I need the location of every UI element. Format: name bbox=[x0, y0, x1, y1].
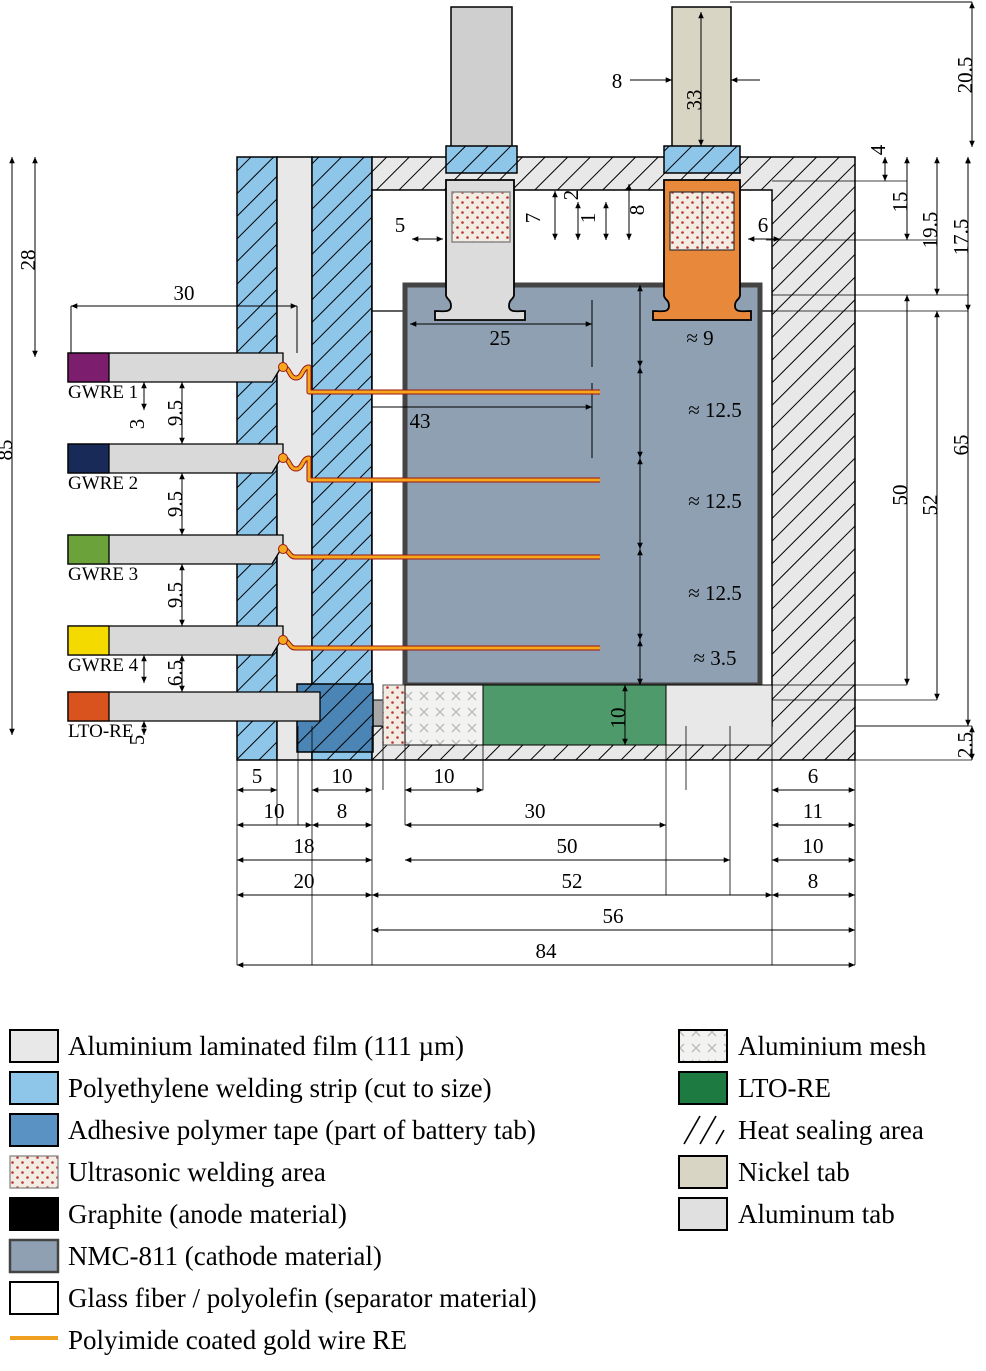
svg-text:6: 6 bbox=[758, 213, 769, 237]
svg-text:≈ 9: ≈ 9 bbox=[686, 326, 713, 350]
svg-text:10: 10 bbox=[803, 834, 824, 858]
svg-text:3: 3 bbox=[125, 419, 149, 430]
svg-text:52: 52 bbox=[918, 495, 942, 516]
svg-text:Graphite (anode material): Graphite (anode material) bbox=[68, 1199, 347, 1229]
svg-text:84: 84 bbox=[536, 939, 558, 963]
svg-text:GWRE 3: GWRE 3 bbox=[68, 564, 138, 585]
svg-text:1: 1 bbox=[576, 213, 600, 224]
svg-text:2: 2 bbox=[559, 190, 583, 201]
svg-text:Nickel tab: Nickel tab bbox=[738, 1157, 850, 1187]
svg-text:15: 15 bbox=[888, 192, 912, 213]
svg-text:52: 52 bbox=[562, 869, 583, 893]
svg-text:7: 7 bbox=[521, 213, 545, 224]
svg-text:Ultrasonic welding area: Ultrasonic welding area bbox=[68, 1157, 326, 1187]
svg-text:Polyethylene welding strip (cu: Polyethylene welding strip (cut to size) bbox=[68, 1073, 492, 1103]
svg-text:20: 20 bbox=[294, 869, 315, 893]
svg-text:Adhesive polymer tape (part of: Adhesive polymer tape (part of battery t… bbox=[68, 1115, 536, 1145]
svg-text:18: 18 bbox=[294, 834, 315, 858]
svg-text:10: 10 bbox=[434, 764, 455, 788]
svg-text:10: 10 bbox=[606, 708, 630, 729]
svg-text:56: 56 bbox=[603, 904, 624, 928]
svg-text:43: 43 bbox=[410, 409, 431, 433]
svg-text:11: 11 bbox=[803, 799, 823, 823]
svg-text:5: 5 bbox=[252, 764, 263, 788]
svg-text:8: 8 bbox=[808, 869, 819, 893]
svg-text:6: 6 bbox=[808, 764, 819, 788]
svg-text:30: 30 bbox=[525, 799, 546, 823]
svg-text:20.5: 20.5 bbox=[953, 57, 977, 94]
svg-text:4: 4 bbox=[866, 144, 890, 155]
svg-text:19.5: 19.5 bbox=[918, 212, 942, 249]
svg-text:≈ 3.5: ≈ 3.5 bbox=[693, 646, 736, 670]
svg-text:NMC-811 (cathode material): NMC-811 (cathode material) bbox=[68, 1241, 382, 1271]
svg-text:GWRE 1: GWRE 1 bbox=[68, 382, 138, 403]
svg-text:28: 28 bbox=[16, 250, 40, 271]
svg-text:8: 8 bbox=[337, 799, 348, 823]
svg-text:GWRE 4: GWRE 4 bbox=[68, 655, 139, 676]
svg-text:GWRE 2: GWRE 2 bbox=[68, 473, 138, 494]
svg-text:17.5: 17.5 bbox=[949, 219, 973, 256]
svg-text:Aluminum tab: Aluminum tab bbox=[738, 1199, 895, 1229]
svg-text:5: 5 bbox=[395, 213, 406, 237]
svg-text:≈ 12.5: ≈ 12.5 bbox=[688, 398, 742, 422]
svg-text:50: 50 bbox=[557, 834, 578, 858]
svg-text:2.5: 2.5 bbox=[953, 732, 977, 758]
svg-text:85: 85 bbox=[0, 440, 17, 461]
svg-text:10: 10 bbox=[264, 799, 285, 823]
svg-text:Glass fiber / polyolefin (sepa: Glass fiber / polyolefin (separator mate… bbox=[68, 1283, 537, 1313]
svg-text:Polyimide coated gold wire RE: Polyimide coated gold wire RE bbox=[68, 1325, 407, 1355]
svg-text:9.5: 9.5 bbox=[163, 582, 187, 608]
svg-text:9.5: 9.5 bbox=[163, 491, 187, 517]
svg-text:Aluminium mesh: Aluminium mesh bbox=[738, 1031, 927, 1061]
svg-text:LTO-RE: LTO-RE bbox=[68, 721, 133, 742]
svg-text:9.5: 9.5 bbox=[163, 400, 187, 426]
svg-text:Heat sealing area: Heat sealing area bbox=[738, 1115, 924, 1145]
svg-text:30: 30 bbox=[174, 281, 195, 305]
svg-text:50: 50 bbox=[888, 485, 912, 506]
svg-text:Aluminium laminated film (111: Aluminium laminated film (111 µm) bbox=[68, 1031, 464, 1061]
svg-text:LTO-RE: LTO-RE bbox=[738, 1073, 831, 1103]
svg-text:8: 8 bbox=[612, 69, 623, 93]
svg-text:6.5: 6.5 bbox=[163, 660, 187, 686]
svg-text:10: 10 bbox=[332, 764, 353, 788]
svg-text:8: 8 bbox=[625, 205, 649, 216]
svg-text:65: 65 bbox=[949, 435, 973, 456]
svg-text:≈ 12.5: ≈ 12.5 bbox=[688, 489, 742, 513]
svg-text:33: 33 bbox=[682, 90, 706, 111]
svg-text:≈ 12.5: ≈ 12.5 bbox=[688, 581, 742, 605]
svg-text:25: 25 bbox=[490, 326, 511, 350]
